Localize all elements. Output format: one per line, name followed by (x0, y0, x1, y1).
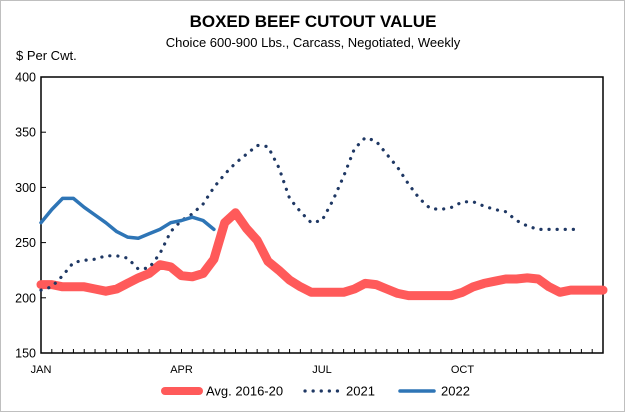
plot-area (40, 76, 604, 354)
x-tick-label: JAN (31, 364, 52, 376)
chart-title: BOXED BEEF CUTOUT VALUE (190, 12, 437, 31)
y-tick-label: 200 (15, 291, 36, 305)
legend-label: 2021 (346, 384, 375, 399)
y-tick-label: 350 (15, 126, 36, 140)
chart-subtitle: Choice 600-900 Lbs., Carcass, Negotiated… (166, 35, 461, 50)
x-tick-label: OCT (451, 364, 475, 376)
series-line-avg-2016-20 (36, 208, 608, 301)
series-lines (36, 136, 608, 301)
series-line-2022 (39, 196, 216, 240)
x-tick-label: APR (170, 364, 193, 376)
x-tick-label: JUL (312, 364, 332, 376)
y-axis-label: $ Per Cwt. (16, 48, 77, 63)
y-tick-label: 150 (15, 347, 36, 361)
legend-label: 2022 (441, 384, 470, 399)
series-line-2021 (39, 136, 584, 292)
x-axis: JAN APR JUL OCT (31, 349, 604, 376)
y-tick-label: 400 (15, 71, 36, 85)
y-tick-label: 250 (15, 236, 36, 250)
y-axis: 150 200 250 300 350 400 (15, 71, 46, 361)
legend-label: Avg. 2016-20 (206, 384, 283, 399)
legend: Avg. 2016-20 2021 2022 (161, 384, 470, 399)
y-tick-label: 300 (15, 181, 36, 195)
